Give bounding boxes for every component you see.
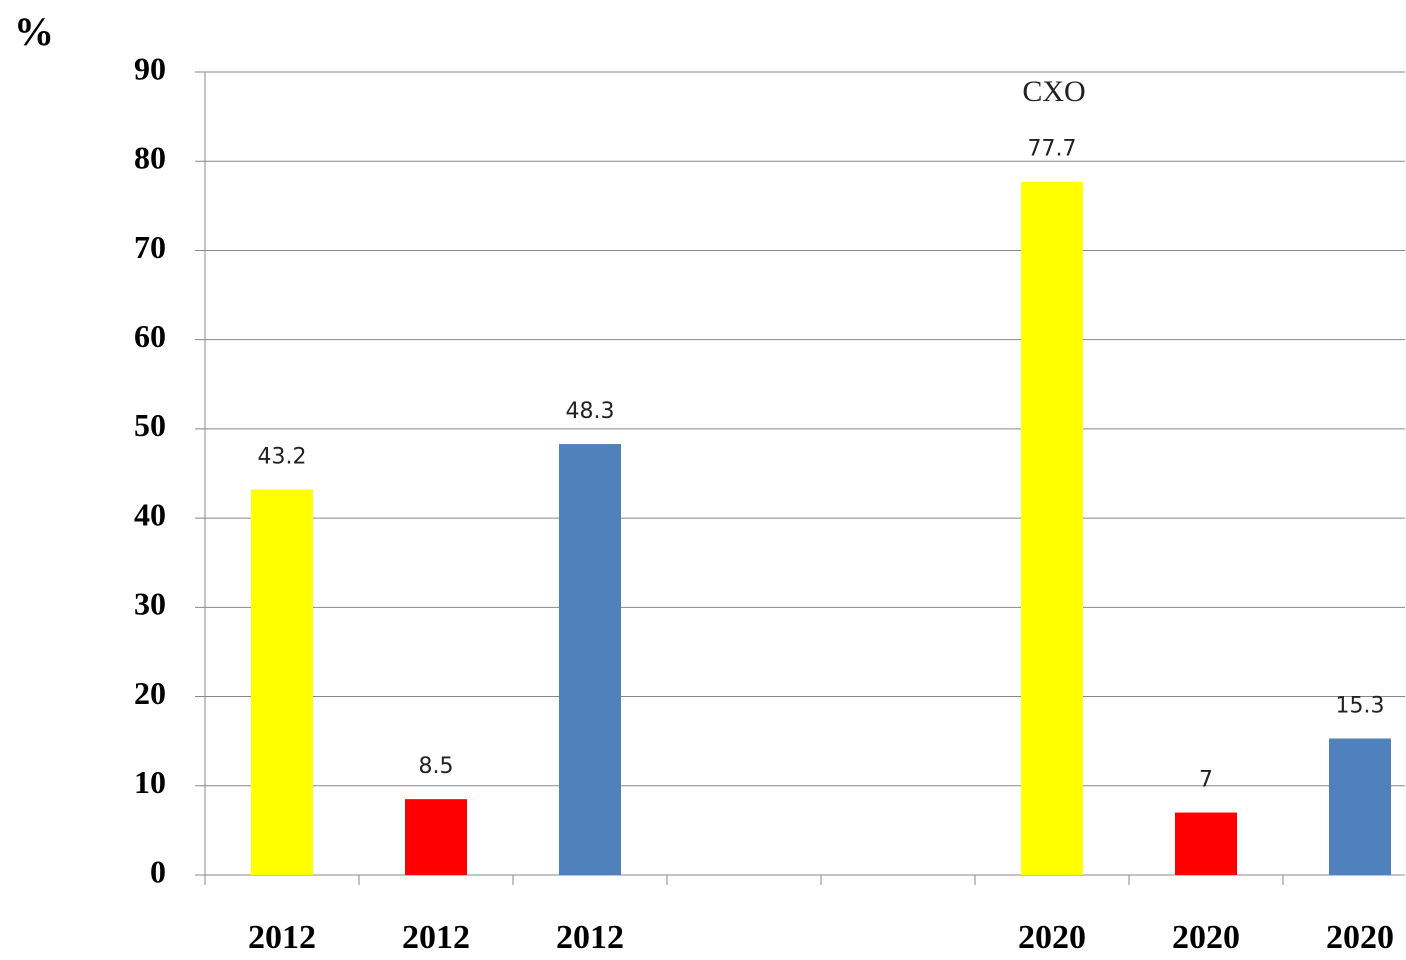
y-tick-label: 20 — [134, 675, 166, 711]
bar — [1175, 812, 1237, 875]
y-tick-label: 70 — [134, 229, 166, 265]
value-label: 43.2 — [258, 445, 307, 470]
bar — [1021, 181, 1083, 875]
bar — [1329, 738, 1391, 875]
x-tick-label: 2012 — [402, 919, 470, 956]
y-tick-label: 90 — [134, 50, 166, 86]
x-tick-label: 2020 — [1172, 919, 1240, 956]
y-tick-label: 60 — [134, 318, 166, 354]
y-tick-label: 30 — [134, 586, 166, 622]
value-label: 7 — [1199, 768, 1213, 793]
x-tick-label: 2020 — [1018, 919, 1086, 956]
value-label: 77.7 — [1028, 137, 1077, 162]
y-tick-label: 10 — [134, 764, 166, 800]
value-label: 8.5 — [419, 754, 454, 779]
bar — [251, 489, 313, 875]
y-axis-label: % — [14, 9, 54, 54]
y-tick-label: 50 — [134, 407, 166, 443]
y-tick-label: 80 — [134, 140, 166, 176]
x-tick-label: 2020 — [1326, 919, 1394, 956]
bar — [559, 444, 621, 875]
y-tick-label: 0 — [150, 853, 166, 889]
x-tick-label: 2012 — [556, 919, 624, 956]
y-tick-label: 40 — [134, 496, 166, 532]
x-tick-label: 2012 — [248, 919, 316, 956]
value-label: 15.3 — [1336, 693, 1385, 718]
annotation: CXO — [1022, 75, 1085, 108]
bar — [405, 799, 467, 875]
value-label: 48.3 — [566, 399, 615, 424]
